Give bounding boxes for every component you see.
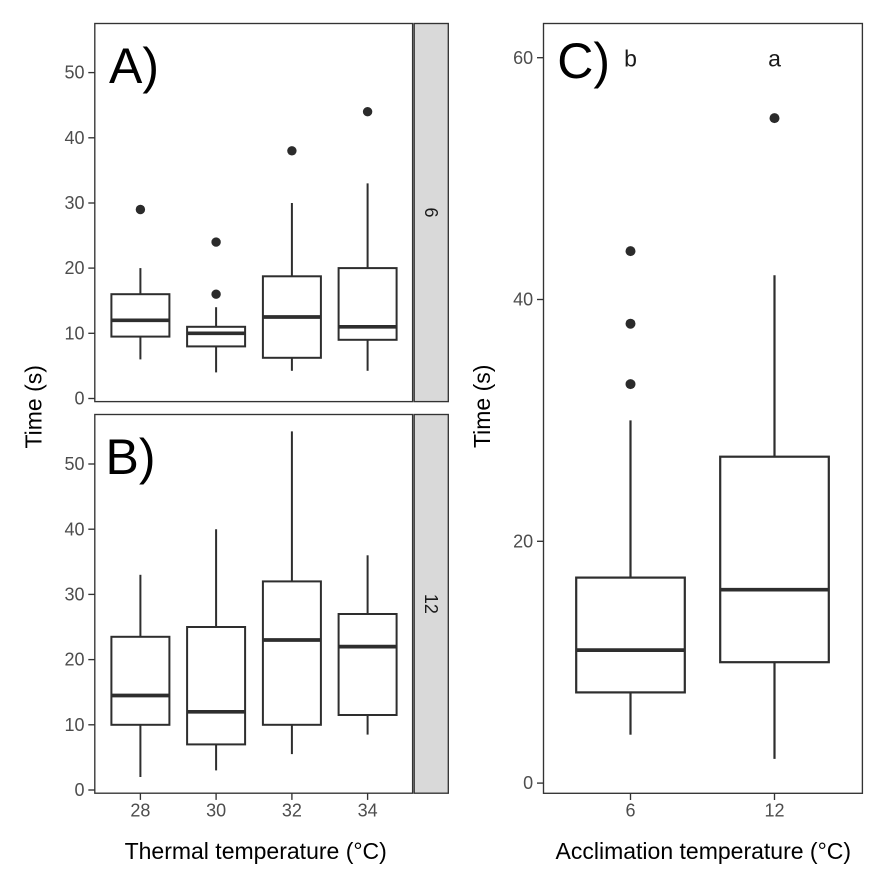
svg-text:32: 32 bbox=[282, 801, 302, 821]
svg-text:12: 12 bbox=[764, 801, 784, 821]
svg-text:C): C) bbox=[557, 33, 610, 89]
svg-text:12: 12 bbox=[421, 594, 441, 614]
svg-text:34: 34 bbox=[358, 801, 378, 821]
svg-text:28: 28 bbox=[130, 801, 150, 821]
svg-text:60: 60 bbox=[513, 48, 533, 68]
svg-text:B): B) bbox=[106, 429, 156, 485]
svg-text:0: 0 bbox=[74, 780, 84, 800]
svg-text:20: 20 bbox=[513, 531, 533, 551]
svg-text:Time (s): Time (s) bbox=[469, 365, 495, 448]
svg-text:b: b bbox=[624, 46, 637, 72]
svg-text:a: a bbox=[768, 46, 781, 72]
svg-text:6: 6 bbox=[421, 207, 441, 217]
svg-text:40: 40 bbox=[64, 128, 84, 148]
svg-text:Time (s): Time (s) bbox=[20, 365, 46, 448]
svg-text:50: 50 bbox=[64, 63, 84, 83]
svg-text:20: 20 bbox=[64, 650, 84, 670]
svg-text:Thermal temperature (°C): Thermal temperature (°C) bbox=[125, 838, 387, 864]
svg-text:6: 6 bbox=[625, 801, 635, 821]
svg-text:40: 40 bbox=[64, 519, 84, 539]
svg-text:A): A) bbox=[109, 38, 159, 94]
svg-text:10: 10 bbox=[64, 323, 84, 343]
svg-text:40: 40 bbox=[513, 290, 533, 310]
svg-text:Acclimation temperature (°C): Acclimation temperature (°C) bbox=[556, 838, 852, 864]
svg-text:10: 10 bbox=[64, 715, 84, 735]
svg-text:30: 30 bbox=[64, 193, 84, 213]
svg-text:0: 0 bbox=[523, 773, 533, 793]
svg-text:0: 0 bbox=[74, 389, 84, 409]
svg-text:30: 30 bbox=[206, 801, 226, 821]
svg-text:20: 20 bbox=[64, 258, 84, 278]
svg-text:50: 50 bbox=[64, 454, 84, 474]
svg-text:30: 30 bbox=[64, 585, 84, 605]
